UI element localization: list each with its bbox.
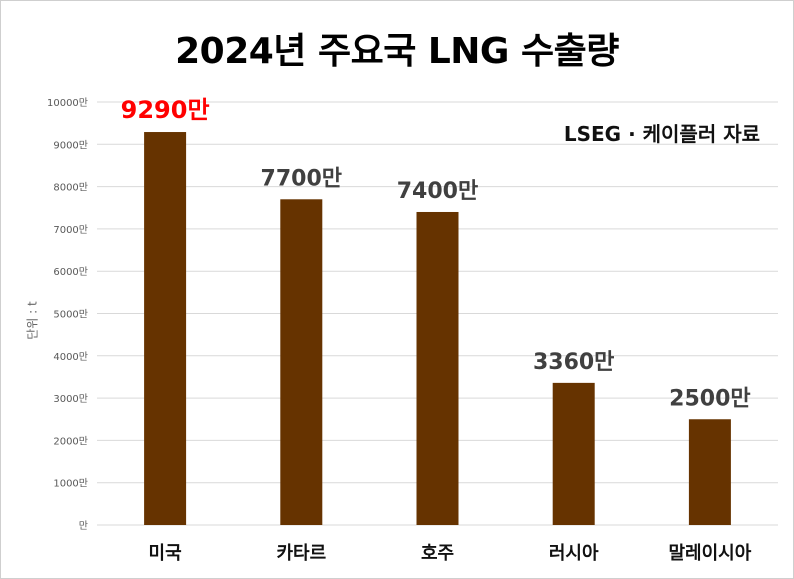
y-tick-label: 5000만: [53, 309, 88, 321]
bar: [416, 211, 459, 526]
category-label: 러시아: [549, 543, 599, 564]
y-tick-label: 9000만: [53, 139, 88, 151]
category-label: 미국: [149, 543, 182, 564]
bar: [280, 199, 323, 526]
y-tick-label: 10000만: [47, 97, 88, 109]
data-label: 7700만: [261, 166, 342, 191]
y-tick-label: 만: [79, 520, 88, 532]
data-labels: 9290만 7700만 7400만 3360만 2500만: [121, 96, 751, 411]
data-label: 3360만: [533, 350, 614, 375]
y-tick-label: 6000만: [53, 266, 88, 278]
category-label: 카타르: [276, 543, 326, 564]
chart-title: 2024년 주요국 LNG 수출량: [175, 31, 619, 72]
bars: [144, 132, 731, 526]
y-tick-label: 2000만: [53, 435, 88, 447]
y-tick-label: 7000만: [53, 224, 88, 236]
y-tick-label: 8000만: [53, 182, 88, 194]
bar: [552, 382, 595, 525]
y-tick-label: 4000만: [53, 351, 88, 363]
y-tick-label: 1000만: [53, 478, 88, 490]
x-axis-categories: 미국 카타르 호주 러시아 말레이시아: [149, 543, 752, 564]
data-label: 7400만: [397, 179, 478, 204]
y-axis-ticks: 만 1000만 2000만 3000만 4000만 5000만 6000만 7000만 8000…: [47, 97, 88, 532]
category-label: 호주: [421, 543, 454, 564]
data-label: 9290만: [121, 96, 210, 124]
y-tick-label: 3000만: [53, 393, 88, 405]
bar: [144, 132, 187, 525]
bar: [688, 419, 731, 525]
data-label: 2500만: [669, 386, 750, 411]
category-label: 말레이시아: [668, 543, 751, 564]
source-note: LSEG · 케이플러 자료: [563, 122, 760, 146]
